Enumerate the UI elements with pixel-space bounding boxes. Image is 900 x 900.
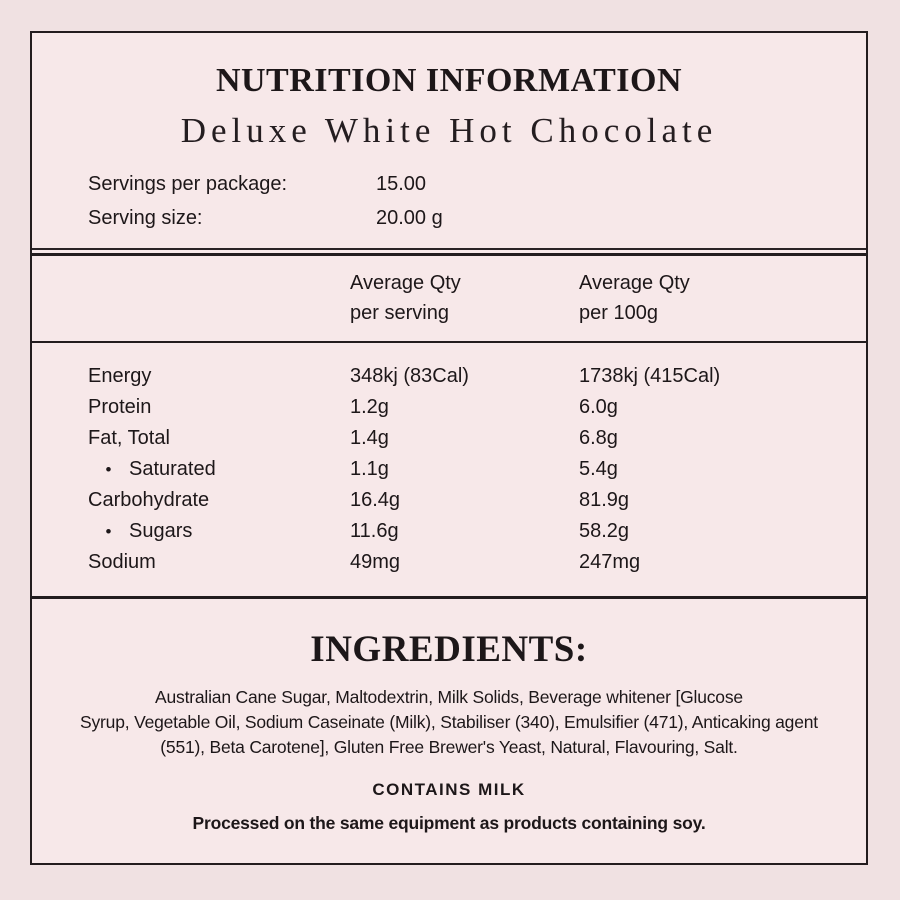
table-row-energy: Energy 348kj (83Cal) 1738kj (415Cal) [88,361,866,392]
per-100g-value: 247mg [579,550,641,573]
per-100g-value: 5.4g [579,457,618,480]
per-serving-header-line2: per serving [350,301,449,324]
per-serving-value: 49mg [350,550,401,573]
servings-per-package-label: Servings per package: [88,173,288,195]
column-header-per-100g: Average Qty per 100g [579,268,866,328]
nutrient-label-cell: • Sugars [88,516,350,547]
per-100g-value: 6.0g [579,395,618,418]
ingredients-list: Australian Cane Sugar, Maltodextrin, Mil… [32,685,866,760]
per-serving-header-line1: Average Qty [350,271,461,294]
bullet-icon: • [105,459,112,479]
nutrient-label-cell: • Saturated [88,454,350,485]
table-row-saturated: • Saturated 1.1g 5.4g [88,454,866,485]
column-header-per-serving: Average Qty per serving [350,268,579,328]
product-name: Deluxe White Hot Chocolate [180,111,718,150]
table-row-fat-total: Fat, Total 1.4g 6.8g [88,423,866,454]
per-100g-header-line2: per 100g [579,301,658,324]
per-serving-value: 348kj (83Cal) [350,364,469,387]
per-serving-value: 1.2g [350,395,389,418]
ingredients-divider [32,596,866,599]
ingredients-line: Syrup, Vegetable Oil, Sodium Caseinate (… [80,711,818,732]
double-divider [32,248,866,256]
table-row-carbohydrate: Carbohydrate 16.4g 81.9g [88,485,866,516]
servings-per-package-value: 15.00 [376,173,427,195]
contains-allergen-statement: CONTAINS MILK [372,779,526,799]
nutrient-label: Protein [88,395,152,418]
servings-per-package-row: Servings per package: 15.00 [88,167,866,201]
bullet-icon: • [105,521,112,541]
nutrient-label: Sugars [129,519,193,542]
table-row-sodium: Sodium 49mg 247mg [88,547,866,578]
processed-statement: Processed on the same equipment as produ… [192,812,706,833]
nutrient-label-cell: Protein [88,392,350,423]
serving-size-label: Serving size: [88,207,203,229]
per-100g-header-line1: Average Qty [579,271,690,294]
nutrient-label-cell: Sodium [88,547,350,578]
table-header-spacer [88,268,350,328]
ingredients-line: Australian Cane Sugar, Maltodextrin, Mil… [155,686,743,707]
nutrient-label: Saturated [129,457,216,480]
per-100g-value: 58.2g [579,519,630,542]
per-serving-value: 1.4g [350,426,389,449]
table-row-protein: Protein 1.2g 6.0g [88,392,866,423]
nutrient-label: Energy [88,364,152,387]
nutrient-label: Fat, Total [88,426,170,449]
per-100g-value: 6.8g [579,426,618,449]
servings-section: Servings per package: 15.00 Serving size… [32,167,866,235]
per-serving-value: 16.4g [350,488,401,511]
serving-size-row: Serving size: 20.00 g [88,201,866,235]
table-header-row: Average Qty per serving Average Qty per … [32,256,866,341]
nutrition-label-panel: NUTRITION INFORMATION Deluxe White Hot C… [30,31,868,865]
serving-size-value: 20.00 g [376,207,443,229]
per-serving-value: 1.1g [350,457,389,480]
per-100g-value: 1738kj (415Cal) [579,364,721,387]
nutrient-label: Carbohydrate [88,488,210,511]
nutrient-label: Sodium [88,550,156,573]
per-serving-value: 11.6g [350,519,399,542]
nutrient-label-cell: Fat, Total [88,423,350,454]
per-100g-value: 81.9g [579,488,630,511]
nutrient-label-cell: Carbohydrate [88,485,350,516]
nutrient-label-cell: Energy [88,361,350,392]
header-divider [32,340,866,343]
table-row-sugars: • Sugars 11.6g 58.2g [88,516,866,547]
divider-thick-line [32,253,866,256]
divider-thin-line [32,248,866,250]
page-title: NUTRITION INFORMATION [215,62,683,99]
nutrition-table: Energy 348kj (83Cal) 1738kj (415Cal) Pro… [32,343,866,596]
ingredients-line: (551), Beta Carotene], Gluten Free Brewe… [160,736,738,757]
ingredients-heading: INGREDIENTS: [310,628,588,670]
